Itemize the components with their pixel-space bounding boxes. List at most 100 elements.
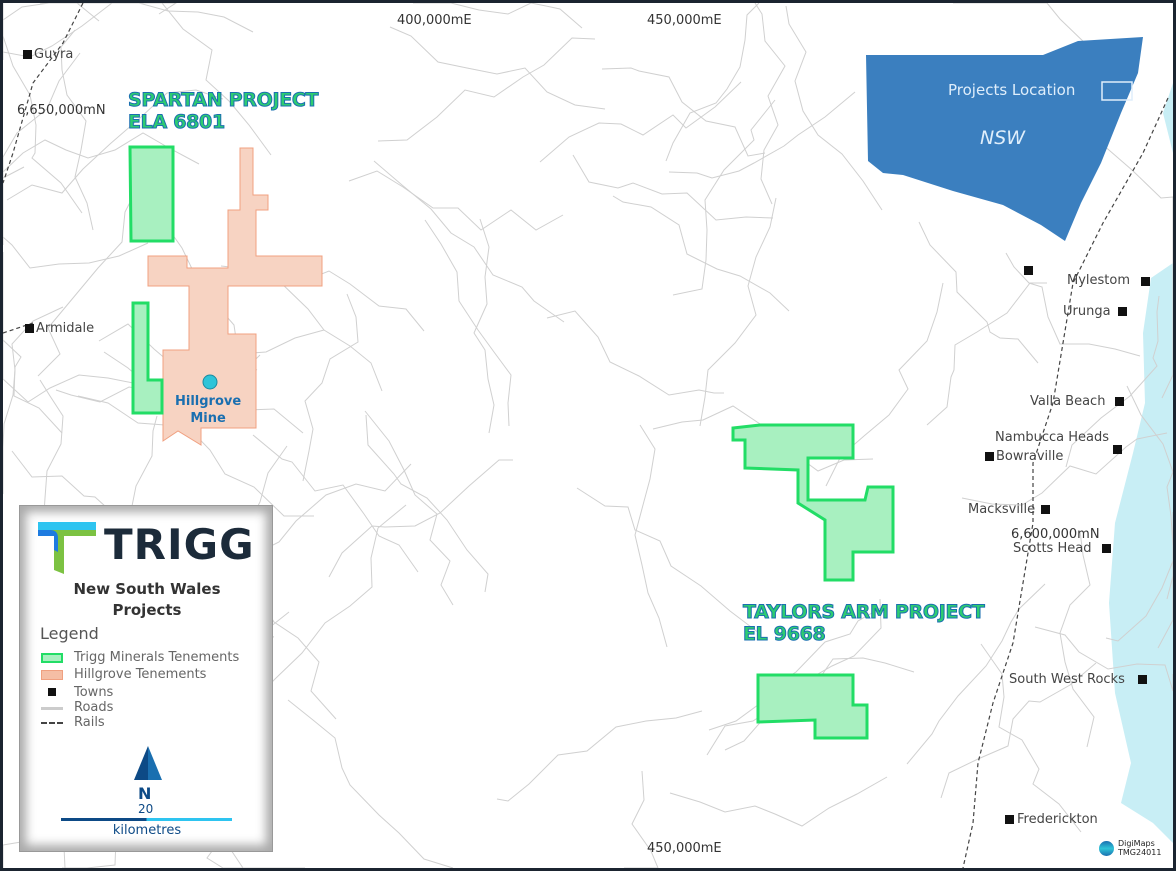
globe-icon [1099,840,1114,856]
legend-item: Rails [74,715,105,730]
road [576,487,760,634]
road [60,29,94,231]
rails [3,3,1169,868]
trigg-tenements[interactable] [128,145,895,740]
road [539,81,742,163]
hillgrove-tenements[interactable] [147,147,323,446]
inset-title: Projects Location [948,81,1076,99]
road [424,219,512,427]
road [724,604,887,751]
road [3,322,139,403]
spartan-project-label: SPARTAN PROJECT ELA 6801 [127,89,319,134]
town-label: Bowraville [996,449,1064,464]
town-label: Scotts Head [1013,541,1092,556]
map[interactable]: 400,000mE 450,000mE 450,000mE 6,650,000m… [3,3,1173,868]
road [3,132,200,173]
road [1126,385,1173,600]
road [672,99,776,296]
road [669,776,888,827]
road [3,166,25,241]
road [206,835,305,868]
road [1005,252,1141,357]
grid-label: 6,650,000mN [17,103,106,118]
road [1059,530,1095,748]
legend-item: Trigg Minerals Tenements [74,650,240,665]
town-marker [1024,266,1033,275]
legend-title: New South Wales Projects [20,579,274,621]
road [546,310,724,396]
road [287,699,454,868]
road [572,154,774,221]
project-name: TAYLORS ARM PROJECT [742,601,985,624]
legend-panel: TRIGG New South Wales Projects Legend Tri… [19,505,273,852]
road [634,424,668,648]
road [953,3,1089,47]
road [373,160,565,323]
hillgrove-mine-label: Hillgrove Mine [175,393,241,427]
road [612,195,790,312]
road [961,432,1168,506]
grid-label: 400,000mE [397,13,472,28]
road [1101,143,1173,273]
legend-swatch-trigg [41,653,63,663]
road [665,3,760,162]
map-layers [3,3,1173,868]
town-marker [1115,397,1124,406]
town-marker [1118,307,1127,316]
town-marker [1113,445,1122,454]
town-label: Urunga [1063,304,1111,319]
project-id: EL 9668 [742,623,826,646]
road [389,26,606,110]
road [6,89,224,201]
town-label: Frederickton [1017,812,1098,827]
legend-road-icon [41,707,63,710]
grid-label: 450,000mE [647,13,722,28]
town-label: Armidale [36,321,95,336]
town-label: Nambucca Heads [995,430,1110,445]
north-label: N [138,784,152,803]
road [3,3,100,26]
taylors-arm-project-label: TAYLORS ARM PROJECT EL 9668 [742,601,985,646]
road [3,52,81,245]
road [601,67,766,157]
project-name: SPARTAN PROJECT [127,89,319,112]
grid-label: 6,600,000mN [1011,527,1100,542]
road [473,218,495,434]
trigg-logo-icon [38,522,96,574]
town-marker [1141,277,1150,286]
legend-rail-icon [41,722,63,724]
title-line: New South Wales [73,580,221,598]
road [413,3,583,29]
road [365,414,489,593]
road [328,459,513,578]
town-label: Guyra [34,47,74,62]
road [364,410,454,606]
scale-value: 20 [138,802,154,816]
road [668,91,856,179]
credit-line: DigiMaps [1118,839,1155,848]
mine-name: Mine [190,411,226,426]
road [754,3,786,205]
town-marker [1138,675,1147,684]
road [3,7,83,214]
inset-state: NSW [980,127,1026,149]
town-marker [25,324,34,333]
road [940,662,1097,799]
nsw-inset [866,37,1143,241]
town-marker [1005,815,1014,824]
road [3,3,113,60]
north-arrow-icon [134,746,162,780]
legend-heading: Legend [40,624,99,643]
town-label: Macksville [968,502,1036,517]
legend-town-icon [48,688,56,696]
projects-location-box [1101,81,1133,101]
town-label: Valla Beach [1030,394,1106,409]
road [348,170,564,231]
road [926,282,1047,426]
credit: DigiMaps TMG24011 [1099,839,1161,857]
road [252,434,419,573]
road [918,221,1039,364]
hillgrove-mine-marker[interactable] [202,374,218,390]
legend-item: Hillgrove Tenements [74,667,207,682]
mine-name: Hillgrove [175,394,242,409]
